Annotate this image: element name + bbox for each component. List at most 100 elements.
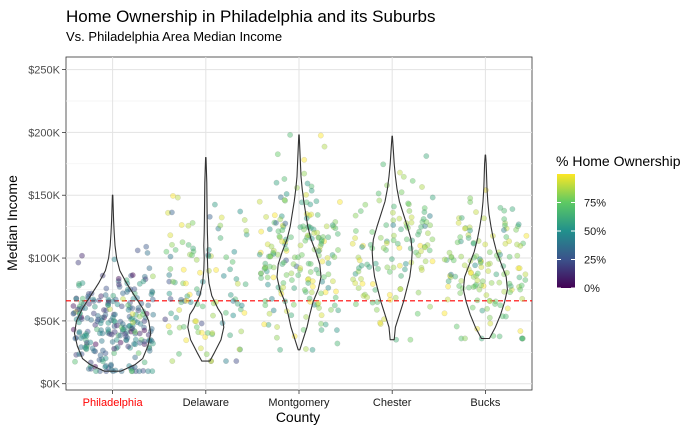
data-point xyxy=(514,241,520,248)
data-point xyxy=(79,295,86,302)
data-point xyxy=(501,222,508,229)
data-point xyxy=(394,240,401,247)
data-point xyxy=(263,268,270,275)
data-point xyxy=(84,315,91,321)
data-point xyxy=(136,280,143,287)
data-point xyxy=(262,260,269,267)
data-point xyxy=(304,276,311,283)
data-point xyxy=(485,268,492,274)
data-point xyxy=(218,214,225,221)
data-point xyxy=(375,190,382,197)
data-point xyxy=(328,306,334,313)
y-tick-label: $50K xyxy=(34,316,60,328)
data-point xyxy=(397,286,404,292)
data-point xyxy=(182,280,189,287)
data-point xyxy=(297,265,304,271)
data-point xyxy=(308,187,315,194)
data-point xyxy=(389,209,396,216)
data-point xyxy=(311,229,318,236)
data-point xyxy=(496,333,503,340)
data-point xyxy=(205,252,212,258)
data-point xyxy=(94,326,100,333)
data-point xyxy=(459,285,466,292)
data-point xyxy=(273,219,279,226)
data-point xyxy=(183,337,190,344)
data-point xyxy=(265,253,272,260)
data-point xyxy=(332,294,339,301)
data-point xyxy=(146,265,153,272)
data-point xyxy=(100,358,106,365)
data-point xyxy=(193,318,200,325)
data-point xyxy=(422,223,428,230)
data-point xyxy=(457,238,464,245)
data-point xyxy=(392,294,399,301)
data-point xyxy=(383,222,390,229)
data-point xyxy=(148,291,155,298)
data-point xyxy=(279,261,286,267)
data-point xyxy=(131,327,138,334)
data-point xyxy=(305,260,312,267)
data-point xyxy=(211,201,218,208)
legend-tick-label: 50% xyxy=(584,226,606,238)
data-point xyxy=(169,241,175,248)
data-point xyxy=(458,335,465,342)
data-point xyxy=(170,192,176,199)
data-point xyxy=(280,280,287,286)
x-tick-label: Philadelphia xyxy=(83,397,144,409)
data-point xyxy=(380,161,387,168)
data-point xyxy=(454,239,461,246)
data-point xyxy=(421,209,428,216)
data-point xyxy=(266,263,273,270)
data-point xyxy=(452,273,459,280)
data-point xyxy=(324,254,331,261)
data-point xyxy=(143,243,150,250)
legend-colorbar xyxy=(557,174,575,288)
data-point xyxy=(352,228,359,234)
data-point xyxy=(515,223,521,230)
data-point xyxy=(258,270,264,277)
data-point xyxy=(150,311,157,318)
data-point xyxy=(101,314,108,321)
data-point xyxy=(507,283,514,290)
data-point xyxy=(298,251,305,258)
data-point xyxy=(243,231,250,238)
data-point xyxy=(313,266,320,273)
data-point xyxy=(125,343,132,350)
data-point xyxy=(414,310,421,317)
data-point xyxy=(405,201,412,208)
data-point xyxy=(486,249,493,256)
data-point xyxy=(130,319,136,326)
data-point xyxy=(70,310,77,317)
data-point xyxy=(209,330,216,336)
data-point xyxy=(241,309,248,316)
data-point xyxy=(390,217,397,224)
data-point xyxy=(237,306,244,313)
data-point xyxy=(111,317,117,324)
data-point xyxy=(99,356,106,363)
data-point xyxy=(166,329,173,336)
data-point xyxy=(325,271,332,278)
data-point xyxy=(172,246,179,253)
data-point xyxy=(227,266,234,273)
data-point xyxy=(199,303,206,310)
data-point xyxy=(180,280,187,287)
data-point xyxy=(266,226,273,233)
data-point xyxy=(229,258,236,265)
data-point xyxy=(264,241,271,248)
data-point xyxy=(149,289,156,296)
data-point xyxy=(261,321,268,328)
data-point xyxy=(110,311,117,318)
data-point xyxy=(120,290,126,297)
data-point xyxy=(202,334,209,340)
data-point xyxy=(105,302,112,308)
data-point xyxy=(131,317,138,324)
data-point xyxy=(387,296,394,303)
data-point xyxy=(467,227,473,234)
data-point xyxy=(185,222,192,229)
data-point xyxy=(522,271,529,278)
data-point xyxy=(124,329,131,335)
data-point xyxy=(361,291,368,298)
data-point xyxy=(281,196,288,203)
data-point xyxy=(408,219,415,226)
data-point xyxy=(380,245,387,251)
